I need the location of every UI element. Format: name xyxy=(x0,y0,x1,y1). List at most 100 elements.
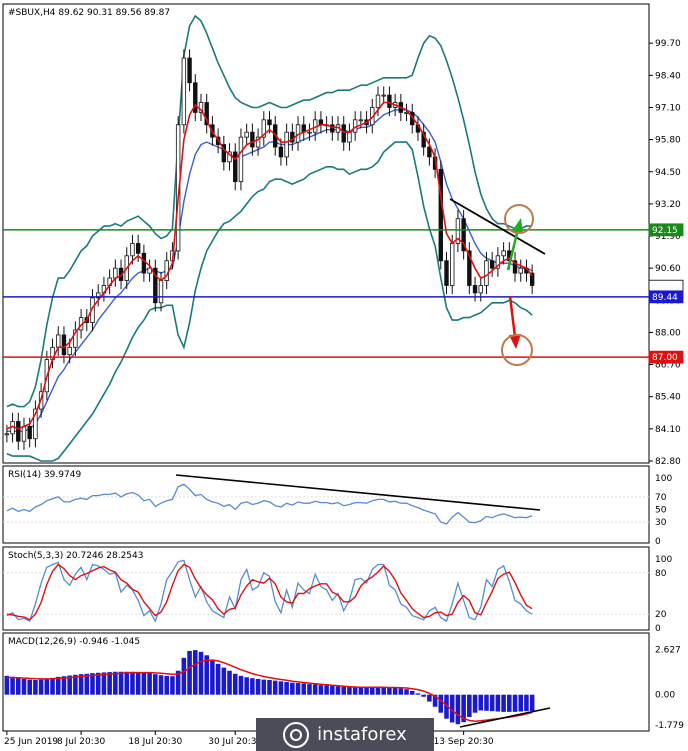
macd-histogram-bar xyxy=(369,687,375,695)
stoch-title: Stoch(5,3,3) 20.7246 28.2543 xyxy=(8,551,143,561)
macd-histogram-bar xyxy=(210,659,215,695)
candle-body xyxy=(358,119,364,122)
macd-histogram-bar xyxy=(364,687,369,695)
candle-body xyxy=(153,267,158,304)
macd-histogram-bar xyxy=(489,694,495,712)
macd-histogram-bar xyxy=(238,675,244,695)
candle-body xyxy=(438,168,443,262)
candle-body xyxy=(529,272,535,286)
macd-signal-line xyxy=(6,659,533,723)
price-tag-label: 89.44 xyxy=(652,293,678,303)
candle-body xyxy=(341,124,346,143)
macd-histogram-bar xyxy=(438,694,444,713)
candle-body xyxy=(204,102,209,126)
macd-histogram-bar xyxy=(124,671,130,695)
candle-body xyxy=(330,124,335,133)
price-tag-label: 92.15 xyxy=(652,226,678,236)
candle-body xyxy=(61,334,67,356)
candle-body xyxy=(33,408,38,440)
price-tag-label: 87.00 xyxy=(652,353,678,363)
price-ytick-label: 97.10 xyxy=(655,103,681,113)
macd-histogram-bar xyxy=(232,673,238,695)
macd-histogram-bar xyxy=(175,670,181,695)
up-arrow-line xyxy=(506,228,520,271)
macd-histogram-bar xyxy=(529,694,535,711)
macd-histogram-bar xyxy=(55,676,61,695)
macd-histogram-bar xyxy=(33,679,38,695)
macd-histogram-bar xyxy=(444,694,449,719)
candle-body xyxy=(427,146,432,158)
rsi-ytick-label: 30 xyxy=(655,518,667,528)
candle-body xyxy=(501,250,506,257)
rsi-ytick-label: 50 xyxy=(655,506,667,516)
macd-histogram-bar xyxy=(307,684,312,695)
macd-histogram-bar xyxy=(352,687,358,695)
ma-red-line xyxy=(6,101,533,430)
down-arrow-head xyxy=(509,334,521,349)
macd-histogram-bar xyxy=(404,689,409,695)
target-circle-lower xyxy=(501,334,533,366)
annotations xyxy=(175,198,551,728)
price-ytick-label: 91.90 xyxy=(655,232,681,242)
macd-histogram-bar xyxy=(113,671,118,695)
candle-body xyxy=(244,131,249,138)
candle-body xyxy=(187,57,192,84)
rsi-ytick-label: 0 xyxy=(655,537,661,547)
candle-body xyxy=(261,119,266,138)
candle-body xyxy=(238,136,244,183)
rsi-pane: 100 70 50 30 0 RSI(14) 39.9749 xyxy=(2,465,672,547)
candle-body xyxy=(56,334,61,348)
macd-histogram-bar xyxy=(95,672,101,695)
rsi-trendline xyxy=(175,474,541,511)
price-ytick-label: 86.70 xyxy=(655,361,681,371)
price-pane-frame xyxy=(2,3,650,464)
macd-histogram-bar xyxy=(198,651,204,695)
macd-histogram-bar xyxy=(518,694,524,712)
candle-body xyxy=(221,144,227,163)
macd-histogram-bar xyxy=(38,679,44,695)
macd-histogram-bar xyxy=(61,676,67,695)
price-ytick-label: 84.10 xyxy=(655,425,681,435)
macd-histogram-bar xyxy=(135,671,141,695)
macd-histogram-bar xyxy=(141,672,147,695)
macd-histogram-bar xyxy=(170,676,175,695)
candle-body xyxy=(375,94,381,108)
stoch-ytick-label: 80 xyxy=(655,569,667,579)
candle-body xyxy=(193,82,198,113)
macd-histogram-bar xyxy=(261,679,267,695)
candle-body xyxy=(421,131,426,148)
candle-body xyxy=(267,119,272,126)
stoch-signal-line xyxy=(6,563,533,621)
candle-body xyxy=(4,433,10,436)
macd-histogram-bar xyxy=(375,687,381,695)
macd-histogram-bar xyxy=(495,694,501,712)
macd-histogram-bar xyxy=(153,674,158,695)
stochastic-pane: 100 80 20 0 Stoch(5,3,3) 20.7246 28.2543 xyxy=(2,546,672,634)
xtick-label: 13 Sep 20:30 xyxy=(434,737,494,747)
macd-histogram-bar xyxy=(4,675,10,695)
macd-histogram-bar xyxy=(204,655,209,695)
bollinger-upper-line xyxy=(6,14,533,408)
price-ytick-label: 94.50 xyxy=(655,168,681,178)
macd-histogram-bar xyxy=(501,694,506,712)
instaforex-logo-icon xyxy=(283,721,310,748)
macd-histogram-bar xyxy=(187,651,192,695)
macd-histogram-bar xyxy=(250,678,255,695)
stoch-pane-frame xyxy=(2,546,650,631)
candle-body xyxy=(518,267,523,274)
macd-histogram-bar xyxy=(415,693,421,695)
price-ytick-label: 93.20 xyxy=(655,200,681,210)
macd-histogram-bar xyxy=(221,667,227,695)
macd-histogram-bar xyxy=(67,675,72,695)
bollinger-lower-line xyxy=(6,141,533,462)
macd-histogram-bar xyxy=(421,694,426,697)
macd-ytick-label: -1.779 xyxy=(655,721,684,731)
macd-histogram-bar xyxy=(318,685,324,695)
macd-histogram-bar xyxy=(101,672,107,695)
macd-histogram-bar xyxy=(192,650,198,695)
macd-histogram-bar xyxy=(278,681,284,695)
macd-pane: 2.627 0.00 -1.779 MACD(12,26,9) -0.946 -1.0… xyxy=(2,632,684,732)
price-tag xyxy=(648,350,684,364)
candle-body xyxy=(130,243,135,257)
macd-title: MACD(12,26,9) -0.946 -1.045 xyxy=(8,637,140,647)
